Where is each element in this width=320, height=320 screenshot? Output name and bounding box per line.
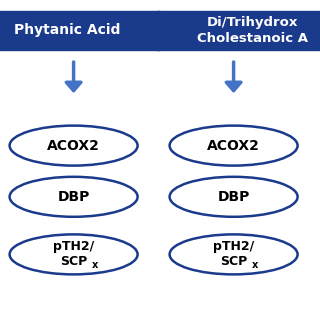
Text: DBP: DBP (57, 190, 90, 204)
Bar (0, 11, 160, 50)
Text: Di/Trihydrox
Cholestanoic A: Di/Trihydrox Cholestanoic A (197, 16, 308, 44)
Text: pTH2/
SCP: pTH2/ SCP (213, 240, 254, 268)
Ellipse shape (10, 126, 138, 166)
Text: Phytanic Acid: Phytanic Acid (14, 23, 120, 37)
Text: x: x (252, 260, 259, 270)
Text: ACOX2: ACOX2 (47, 139, 100, 153)
Text: ACOX2: ACOX2 (207, 139, 260, 153)
Text: pTH2/
SCP: pTH2/ SCP (53, 240, 94, 268)
Ellipse shape (10, 234, 138, 275)
Ellipse shape (10, 177, 138, 217)
Ellipse shape (170, 177, 298, 217)
Ellipse shape (170, 126, 298, 166)
Bar (157, 11, 320, 50)
Ellipse shape (170, 234, 298, 275)
Text: x: x (92, 260, 99, 270)
Text: DBP: DBP (217, 190, 250, 204)
